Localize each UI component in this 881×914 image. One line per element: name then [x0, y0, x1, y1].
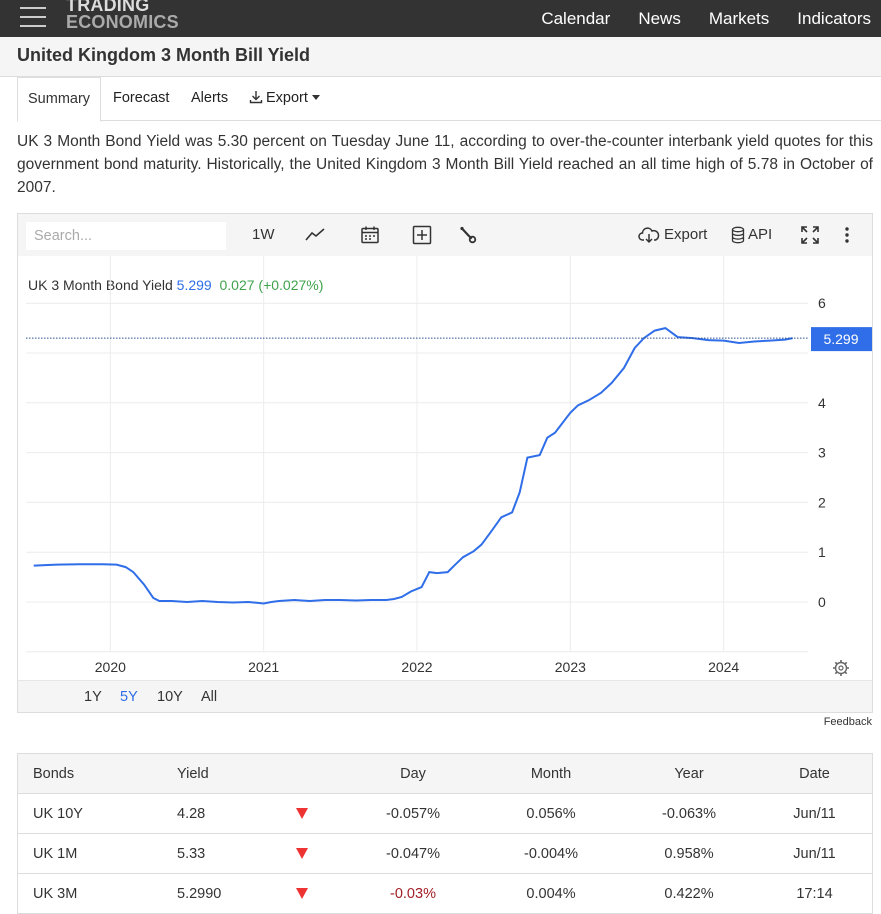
current-value-tag-text: 5.299 [823, 331, 858, 347]
legend-series-name: UK 3 Month Bond Yield [28, 277, 173, 293]
header-day: Day [400, 765, 426, 782]
cloud-download-icon [638, 227, 660, 244]
download-icon [249, 91, 263, 104]
chart-widget: 1W Export API UK 3 Month Bond Yield 5 [17, 213, 873, 713]
tab-bar: Summary Forecast Alerts Export [17, 77, 881, 122]
table-row[interactable]: UK 1M 5.33 -0.047% -0.004% 0.958% Jun/11 [18, 833, 872, 873]
table-row[interactable]: UK 3M 5.2990 -0.03% 0.004% 0.422% 17:14 [18, 873, 872, 913]
bond-year-change: 0.958% [664, 845, 714, 862]
header-month: Month [530, 765, 572, 782]
y-tick-label: 4 [818, 395, 826, 411]
chart-legend: UK 3 Month Bond Yield 5.299 0.027 (+0.02… [28, 277, 323, 293]
y-tick-label: 0 [818, 594, 826, 610]
header-bonds: Bonds [33, 765, 75, 782]
export-tab-label: Export [266, 90, 308, 106]
description-text: UK 3 Month Bond Yield was 5.30 percent o… [17, 133, 873, 196]
down-arrow-icon [296, 834, 308, 873]
bond-day-change: -0.047% [385, 845, 440, 862]
range-all[interactable]: All [201, 689, 218, 705]
bond-date: Jun/11 [793, 805, 836, 822]
range-selector: 1Y 5Y 10Y All [18, 680, 872, 712]
header-date: Date [799, 765, 830, 782]
nav-indicators[interactable]: Indicators [797, 8, 871, 28]
tab-alerts[interactable]: Alerts [191, 90, 229, 106]
bond-year-change: -0.063% [661, 805, 716, 822]
legend-current-value: 5.299 [176, 277, 212, 293]
bond-date: 17:14 [796, 885, 833, 902]
title-bar: United Kingdom 3 Month Bill Yield [0, 37, 881, 77]
database-icon [731, 226, 745, 244]
x-tick-label: 2022 [401, 659, 432, 675]
tab-forecast[interactable]: Forecast [113, 90, 170, 106]
y-tick-label: 6 [818, 295, 826, 311]
main-nav: Calendar News Markets Indicators [513, 0, 871, 37]
y-tick-label: 2 [818, 494, 826, 510]
bond-yield: 5.2990 [177, 885, 222, 902]
chart-type-icon[interactable] [305, 214, 325, 256]
legend-change: 0.027 [219, 277, 255, 293]
menu-icon[interactable] [20, 7, 46, 27]
feedback-link[interactable]: Feedback [823, 716, 872, 728]
bond-name[interactable]: UK 3M [33, 885, 78, 902]
bond-year-change: 0.422% [664, 885, 714, 902]
bond-month-change: 0.056% [526, 805, 576, 822]
calendar-icon[interactable] [360, 214, 380, 256]
chart-toolbar: 1W Export API [18, 214, 872, 256]
table-header: Bonds Yield Day Month Year Date [18, 754, 872, 793]
bond-name[interactable]: UK 10Y [33, 805, 83, 822]
down-arrow-icon [296, 794, 308, 833]
bond-yield: 4.28 [177, 805, 206, 822]
x-tick-label: 2023 [555, 659, 586, 675]
range-1y[interactable]: 1Y [84, 689, 102, 705]
bond-name[interactable]: UK 1M [33, 845, 78, 862]
bond-month-change: 0.004% [526, 885, 576, 902]
caret-down-icon [311, 95, 320, 100]
range-5y[interactable]: 5Y [120, 689, 138, 705]
nav-news[interactable]: News [638, 8, 681, 28]
wrench-icon[interactable] [459, 214, 477, 256]
bond-yield: 5.33 [177, 845, 206, 862]
down-arrow-icon [296, 874, 308, 913]
x-tick-label: 2021 [248, 659, 279, 675]
header-yield: Yield [177, 765, 209, 782]
api-label: API [748, 226, 773, 243]
bond-day-change: -0.03% [390, 885, 436, 902]
chart-plot[interactable]: 2020 2021 2022 2023 2024 0 1 2 3 4 6 5.299 [18, 256, 872, 680]
tab-summary[interactable]: Summary [17, 77, 102, 122]
more-vertical-icon[interactable] [844, 214, 850, 256]
top-navbar: TRADING ECONOMICS Calendar News Markets … [0, 0, 881, 37]
search-input[interactable] [26, 222, 226, 250]
table-row[interactable]: UK 10Y 4.28 -0.057% 0.056% -0.063% Jun/1… [18, 793, 872, 833]
legend-change-pct: (+0.027%) [258, 277, 324, 293]
fullscreen-icon[interactable] [800, 214, 820, 256]
compare-add-icon[interactable] [412, 214, 432, 256]
page-title: United Kingdom 3 Month Bill Yield [17, 45, 310, 65]
bonds-table: Bonds Yield Day Month Year Date UK 10Y 4… [17, 753, 873, 914]
chart-export-label: Export [664, 226, 708, 243]
period-selector[interactable]: 1W [252, 226, 275, 243]
nav-calendar[interactable]: Calendar [541, 8, 611, 28]
chart-export-button[interactable]: Export [638, 214, 707, 256]
x-tick-label: 2024 [708, 659, 739, 675]
series-line [33, 327, 793, 605]
bond-date: Jun/11 [793, 845, 836, 862]
tab-export[interactable]: Export [249, 77, 320, 121]
current-value-tag [811, 327, 872, 352]
header-year: Year [674, 765, 704, 782]
y-tick-label: 3 [818, 445, 826, 461]
nav-markets[interactable]: Markets [708, 8, 770, 28]
x-tick-label: 2020 [95, 659, 126, 675]
y-tick-label: 1 [818, 544, 826, 560]
bond-month-change: -0.004% [523, 845, 578, 862]
chart-settings-icon[interactable] [833, 660, 849, 676]
api-button[interactable]: API [731, 214, 772, 256]
trading-economics-logo[interactable]: TRADING ECONOMICS [66, 0, 179, 32]
range-10y[interactable]: 10Y [157, 689, 183, 705]
bond-day-change: -0.057% [385, 805, 440, 822]
